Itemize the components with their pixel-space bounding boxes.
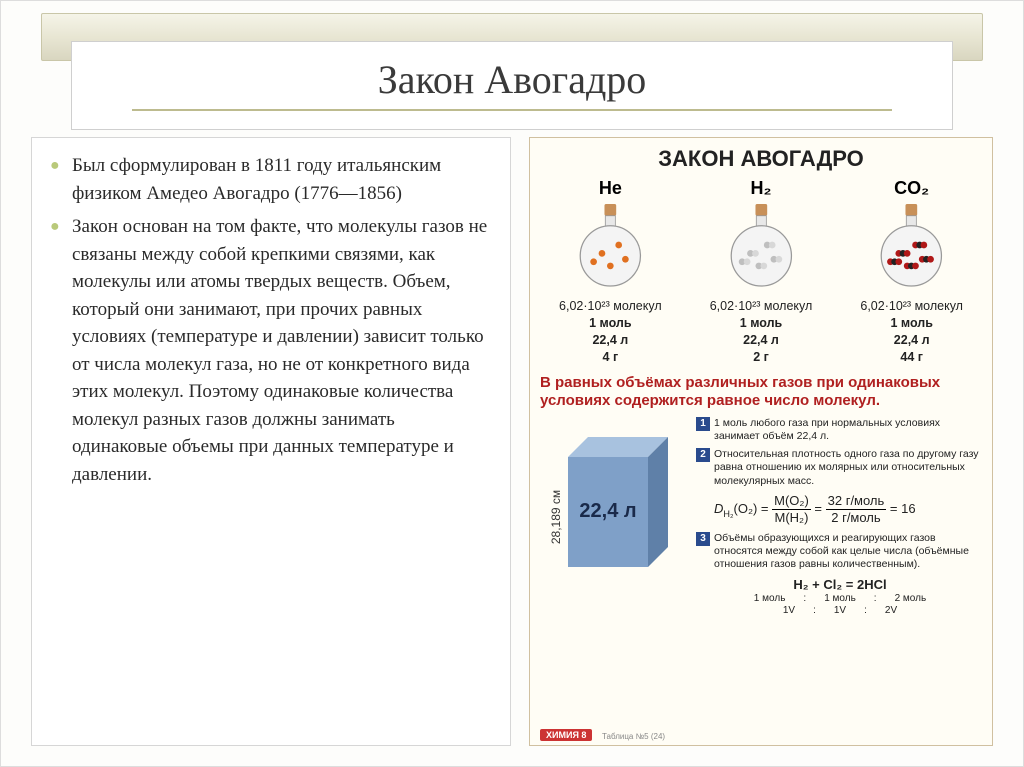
note-text: Объёмы образующихся и реагирующих газов …: [714, 532, 984, 571]
flask-data: 6,02·10²³ молекул 1 моль 22,4 л 4 г: [538, 298, 683, 366]
flask-column: CO₂ 6,02·10²³ молекул 1 моль 22,4 л 44 г: [839, 178, 984, 366]
flask-data: 6,02·10²³ молекул 1 моль 22,4 л 2 г: [689, 298, 834, 366]
flask-icon: [689, 199, 834, 291]
bullet-list: Был сформулирован в 1811 году итальянски…: [46, 152, 492, 489]
gas-formula: CO₂: [839, 178, 984, 199]
notes-cell: 1 1 моль любого газа при нормальных усло…: [696, 417, 984, 618]
bullet-item: Был сформулирован в 1811 году итальянски…: [46, 152, 492, 207]
poster-pane: ЗАКОН АВОГАДРО He 6,02·10²³ молекул 1 мо…: [529, 137, 993, 746]
cube-cell: 22,4 л 28,189 см: [538, 417, 688, 618]
law-statement: В равных объёмах различных газов при оди…: [540, 374, 982, 412]
flask-row: He 6,02·10²³ молекул 1 моль 22,4 л 4 г H…: [538, 178, 984, 366]
note-item: 1 1 моль любого газа при нормальных усло…: [696, 417, 984, 443]
flask-column: He 6,02·10²³ молекул 1 моль 22,4 л 4 г: [538, 178, 683, 366]
note-number: 2: [696, 448, 710, 462]
flask-icon: [538, 199, 683, 291]
svg-text:28,189 см: 28,189 см: [549, 490, 563, 544]
table-number: Таблица №5 (24): [602, 732, 665, 741]
note-number: 3: [696, 532, 710, 546]
subject-badge: ХИМИЯ 8: [540, 729, 592, 741]
density-formula: DH₂(O₂) = M(O₂)M(H₂) = 32 г/моль2 г/моль…: [714, 493, 984, 527]
flask-data: 6,02·10²³ молекул 1 моль 22,4 л 44 г: [839, 298, 984, 366]
svg-text:22,4 л: 22,4 л: [579, 500, 636, 522]
slide-title: Закон Авогадро: [92, 56, 932, 103]
bullet-item: Закон основан на том факте, что молекулы…: [46, 213, 492, 488]
title-box: Закон Авогадро: [71, 41, 953, 130]
reaction-equation: H₂ + Cl₂ = 2HCl1 моль:1 моль:2 моль1V:1V…: [696, 577, 984, 618]
gas-formula: He: [538, 178, 683, 199]
note-text: 1 моль любого газа при нормальных услови…: [714, 417, 984, 443]
slide: Закон Авогадро Был сформулирован в 1811 …: [0, 0, 1024, 767]
note-item: 3 Объёмы образующихся и реагирующих газо…: [696, 532, 984, 571]
poster-title: ЗАКОН АВОГАДРО: [538, 146, 984, 172]
note-item: 2 Относительная плотность одного газа по…: [696, 448, 984, 487]
cube-svg: 22,4 л 28,189 см: [538, 417, 688, 587]
flask-icon: [839, 199, 984, 291]
note-text: Относительная плотность одного газа по д…: [714, 448, 984, 487]
gas-formula: H₂: [689, 178, 834, 199]
flask-column: H₂ 6,02·10²³ молекул 1 моль 22,4 л 2 г: [689, 178, 834, 366]
text-pane: Был сформулирован в 1811 году итальянски…: [31, 137, 511, 746]
title-underline: [132, 109, 892, 111]
content-row: Был сформулирован в 1811 году итальянски…: [31, 137, 993, 746]
poster-bottom: 22,4 л 28,189 см 1 1 моль любого газа пр…: [538, 417, 984, 618]
note-number: 1: [696, 417, 710, 431]
